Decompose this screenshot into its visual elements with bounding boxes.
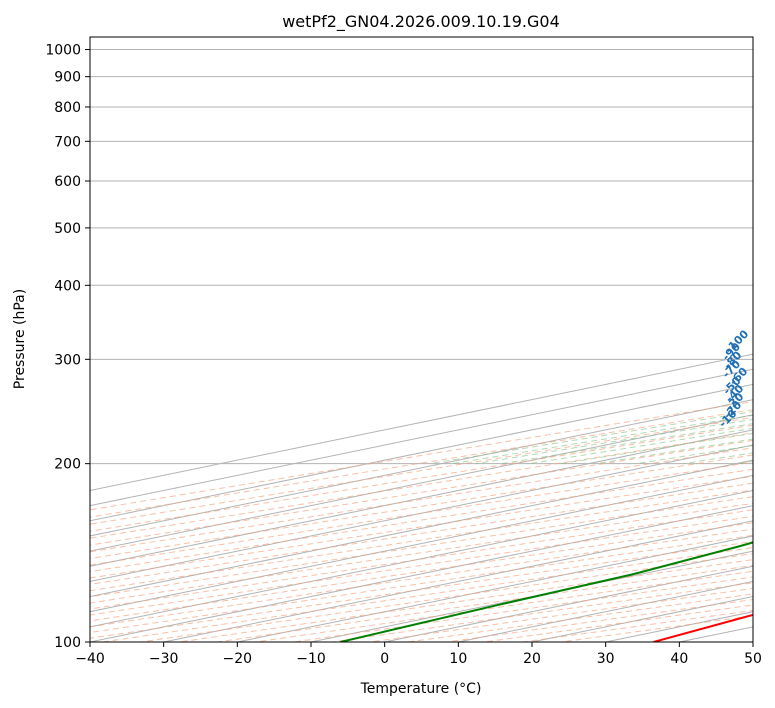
dry-adiabat-line [90, 424, 753, 532]
isotherm-line [90, 399, 753, 537]
x-tick-label: 20 [523, 651, 541, 667]
dry-adiabat-line [90, 432, 753, 539]
isotherm-line [90, 429, 753, 567]
x-tick-label: 40 [670, 651, 688, 667]
y-tick-label: 100 [54, 635, 81, 651]
dry-adiabat-line [90, 502, 753, 604]
x-tick-label: 50 [744, 651, 762, 667]
dry-adiabat-line [90, 482, 753, 585]
dry-adiabat-line [102, 547, 753, 642]
y-tick-label: 1000 [45, 43, 81, 59]
y-tick-label: 600 [54, 174, 81, 190]
isotherm-line [90, 353, 753, 491]
y-tick-label: 300 [54, 352, 81, 368]
dry-adiabat-line [90, 489, 753, 592]
chart-title: wetPf2_GN04.2026.009.10.19.G04 [282, 12, 560, 32]
y-tick-label: 500 [54, 221, 81, 237]
dry-adiabat-line [90, 540, 753, 639]
plot-frame [89, 36, 754, 643]
y-tick-label: 800 [54, 100, 81, 116]
isotherm-line [237, 535, 753, 642]
axis-ticks: −40 −30 −20 −10 0 10 20 30 40 50 1000 900 800 700 600 5… [45, 43, 762, 667]
line-labels: 0.10.20.40.611.52346810131620253036-100-… [716, 327, 751, 430]
dry-adiabat-line [90, 515, 753, 616]
isotherm-line [90, 383, 753, 522]
y-tick-label: 200 [54, 457, 81, 473]
dry-adiabat-line [90, 468, 753, 573]
dry-adiabat-line [331, 582, 753, 642]
dry-adiabat-line [90, 416, 753, 525]
x-tick-label: −40 [75, 651, 105, 667]
dry-adiabat-line [90, 439, 753, 546]
dry-adiabat-line [90, 409, 753, 518]
moist-adiabat-line [636, 444, 753, 465]
dry-adiabat-line [90, 454, 753, 560]
x-tick-label: 30 [597, 651, 615, 667]
y-tick-label: 900 [54, 70, 81, 86]
profile-lines [340, 541, 753, 642]
isotherm-line [90, 414, 753, 552]
isotherm-line [90, 474, 753, 613]
isotherm-line [90, 368, 753, 507]
x-tick-label: −30 [149, 651, 179, 667]
y-axis-label: Pressure (hPa) [12, 289, 28, 389]
isotherm-line [90, 444, 753, 582]
dry-adiabat-line [90, 401, 753, 511]
isotherm-line [163, 520, 753, 642]
y-tick-label: 700 [54, 134, 81, 150]
y-tick-label: 400 [54, 278, 81, 294]
x-tick-label: −10 [296, 651, 326, 667]
x-axis-label: Temperature (°C) [360, 681, 482, 697]
dry-adiabat-line [446, 599, 753, 642]
isotherm-line [384, 565, 753, 642]
isotherm-line [310, 550, 753, 642]
dry-adiabat-line [90, 447, 753, 553]
x-tick-label: −20 [223, 651, 253, 667]
isotherm-line [605, 611, 753, 642]
grid-lines [90, 49, 753, 642]
dewpoint-line [340, 541, 753, 642]
dry-adiabat-line [217, 564, 753, 642]
isotherm-line [90, 459, 753, 598]
dry-adiabat-line [90, 496, 753, 598]
dry-adiabat-line [90, 509, 753, 610]
dry-adiabat-line [90, 522, 753, 622]
dry-adiabat-line [293, 576, 753, 642]
isotherm-line [752, 641, 753, 642]
moist-adiabat-line [596, 438, 753, 465]
x-tick-label: 10 [449, 651, 467, 667]
moist-adiabat-line [429, 411, 753, 465]
isotherm-line [90, 505, 753, 642]
dry-adiabat-line [90, 475, 753, 579]
x-tick-label: 0 [380, 651, 389, 667]
dry-adiabat-line [90, 528, 753, 628]
dry-adiabat-line [90, 461, 753, 566]
isotherm-line [90, 489, 753, 628]
